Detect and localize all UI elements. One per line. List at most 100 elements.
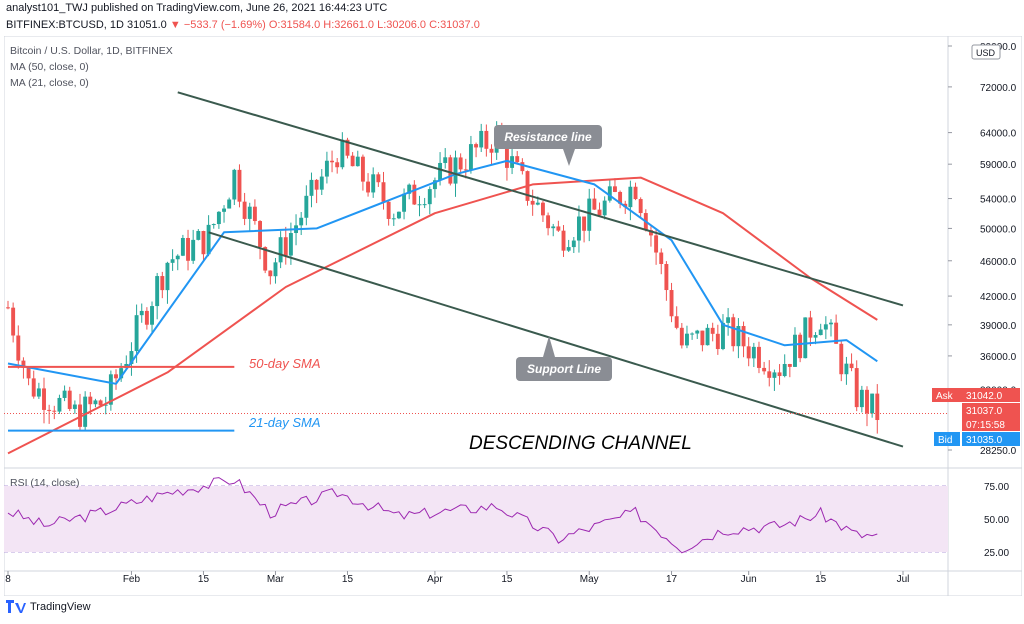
candle [103, 396, 108, 415]
candle-body [98, 400, 103, 406]
candle-body [618, 191, 623, 204]
candle [669, 282, 674, 323]
price-tick-label: 72000.0 [980, 83, 1017, 94]
candle-body [340, 139, 345, 168]
candle [844, 356, 849, 385]
candle-body [31, 378, 36, 397]
candle-body [402, 193, 407, 212]
candle-body [726, 317, 731, 323]
tradingview-logo-icon [6, 600, 26, 613]
candle-body [448, 157, 453, 184]
bid-value-box [962, 432, 1020, 446]
candle-body [278, 237, 283, 263]
candle [319, 169, 324, 196]
last-value: 31037.0 [966, 406, 1003, 417]
ask-label: Ask [936, 391, 954, 402]
candle [108, 370, 113, 411]
candle-body [798, 334, 803, 359]
candle-body [803, 317, 808, 359]
candle-body [165, 262, 170, 291]
candle-body [458, 157, 463, 170]
candle-body [849, 363, 854, 369]
time-tick-label: Feb [123, 574, 141, 585]
candle-body [360, 156, 365, 182]
countdown-box [962, 417, 1020, 431]
publish-info: analyst101_TWJ published on TradingView.… [6, 2, 388, 14]
candle-body [26, 367, 31, 379]
candle [36, 382, 41, 399]
candle [11, 302, 16, 343]
candle [546, 212, 551, 236]
candle [21, 357, 26, 379]
chart-area[interactable]: 80000.072000.064000.059000.054000.050000… [3, 35, 1023, 597]
price-chart[interactable]: 80000.072000.064000.059000.054000.050000… [3, 35, 1023, 597]
bid-value: 31035.0 [966, 435, 1003, 446]
candle-body [119, 368, 124, 379]
candle-body [88, 396, 93, 405]
candle [829, 319, 833, 337]
candle-body [129, 351, 134, 364]
candle-body [309, 179, 314, 196]
candle [432, 177, 437, 198]
candle-body [36, 388, 41, 397]
candle [746, 337, 751, 367]
candle [309, 172, 314, 208]
candle [479, 123, 484, 153]
candle-body [407, 184, 412, 194]
candle-body [705, 327, 710, 346]
candle-body [422, 204, 427, 206]
candle-body [443, 157, 448, 163]
candle-body [180, 237, 185, 256]
candle [427, 186, 432, 215]
candle [355, 150, 360, 167]
candle-body [612, 186, 617, 192]
candle-body [757, 346, 761, 368]
candle-body [144, 310, 149, 325]
candle [690, 332, 695, 340]
time-tick-label: Apr [427, 574, 443, 585]
candle [540, 200, 545, 222]
candle-body [679, 327, 684, 346]
time-tick-label: 8 [5, 574, 11, 585]
candle-body [386, 201, 391, 219]
candle-body [854, 368, 859, 408]
candle [823, 316, 828, 340]
candle [191, 229, 196, 264]
candle-body [304, 195, 309, 218]
candle-body [438, 162, 443, 181]
candle-body [52, 410, 57, 412]
candle-body [160, 276, 165, 291]
time-tick-label: 15 [815, 574, 827, 585]
candle [340, 132, 345, 170]
candle [258, 220, 262, 260]
candle-body [628, 186, 633, 208]
candle [530, 189, 535, 216]
candle-body [515, 156, 520, 163]
candle [458, 153, 463, 174]
candle [206, 215, 211, 257]
candle [489, 144, 494, 165]
candle [412, 180, 417, 205]
candle [571, 237, 576, 254]
candle-body [700, 330, 705, 346]
candle-body [366, 181, 371, 193]
candle [273, 257, 278, 284]
candle-body [242, 201, 247, 219]
candle [242, 192, 247, 226]
candle [865, 386, 869, 427]
candle-body [83, 396, 88, 427]
candle [715, 324, 720, 355]
candle [793, 327, 797, 368]
candle [134, 304, 139, 363]
candle-body [273, 262, 278, 277]
candle-body [793, 334, 797, 367]
candle-body [432, 180, 437, 190]
candle [679, 322, 684, 349]
candle-body [412, 184, 417, 205]
footer: TradingView [6, 600, 91, 613]
candle [818, 323, 823, 336]
candle [777, 364, 782, 385]
sma21-annotation: 21-day SMA [248, 415, 321, 430]
price-tick-label: 50000.0 [980, 224, 1017, 235]
candle [525, 170, 530, 206]
